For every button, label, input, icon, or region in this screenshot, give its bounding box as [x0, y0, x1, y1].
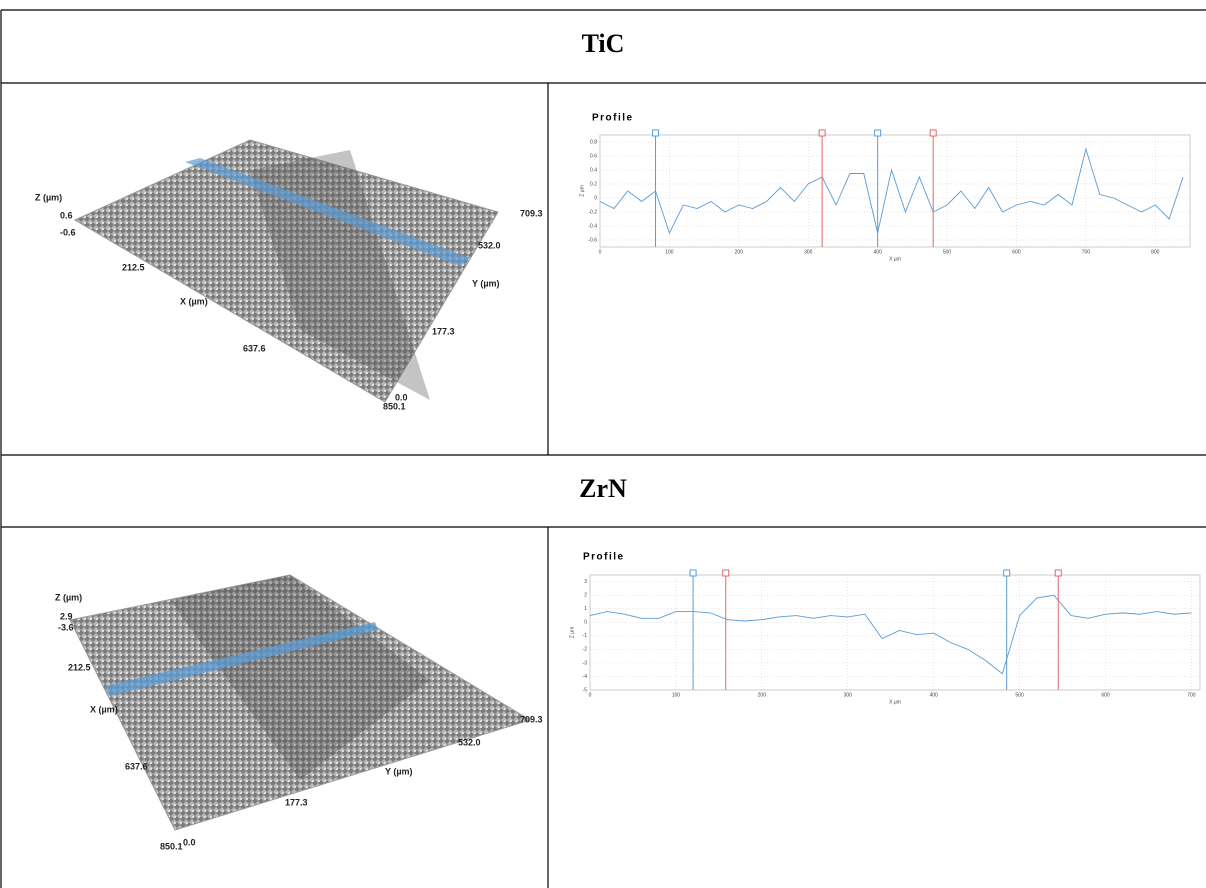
surface-label: Y (µm) — [385, 766, 413, 776]
surface-label: 850.1 — [160, 841, 183, 851]
surface-label: 2.9 — [60, 611, 73, 621]
x-tick-label: 300 — [844, 692, 853, 698]
plot-frame — [599, 134, 1191, 248]
section-title: TiC — [582, 29, 625, 58]
surface-label: 850.1 — [383, 401, 406, 411]
y-tick-label: -2 — [583, 647, 588, 653]
y-tick-label: 3 — [584, 579, 587, 585]
cursor-handle — [1054, 569, 1062, 577]
x-tick-label: 300 — [804, 249, 813, 255]
x-tick-label: 700 — [1187, 692, 1196, 698]
x-tick-label: 200 — [735, 249, 744, 255]
x-tick-label: 200 — [758, 692, 767, 698]
surface-label: Z (µm) — [55, 592, 82, 602]
x-tick-label: 500 — [1015, 692, 1024, 698]
surface-label: Y (µm) — [472, 278, 500, 288]
x-tick-label: 400 — [929, 692, 938, 698]
cursor-handle — [818, 129, 826, 137]
surface-label: 177.3 — [285, 797, 308, 807]
profile-line — [599, 147, 1184, 235]
cursor-handle — [1003, 569, 1011, 577]
cursor-handle — [689, 569, 697, 577]
surface-label: X (µm) — [90, 704, 118, 714]
surface-label: 532.0 — [478, 240, 501, 250]
y-tick-label: -1 — [583, 633, 588, 639]
surface-label: 0.6 — [60, 210, 73, 220]
x-tick-label: 400 — [873, 249, 882, 255]
section-title: ZrN — [579, 474, 627, 503]
y-tick-label: -0.2 — [588, 209, 597, 215]
surface-label: X (µm) — [180, 296, 208, 306]
x-tick-label: 600 — [1012, 249, 1021, 255]
x-tick-label: 600 — [1101, 692, 1110, 698]
surface-label: 532.0 — [458, 737, 481, 747]
surface-label: 637.6 — [243, 343, 266, 353]
y-tick-label: 0.8 — [590, 139, 597, 145]
cursor-handle — [874, 129, 882, 137]
surface-label: 0.0 — [395, 392, 408, 402]
surface-label: 177.3 — [432, 326, 455, 336]
tic-surface — [73, 139, 499, 403]
y-tick-label: 0.2 — [590, 181, 597, 187]
x-tick-label: 100 — [665, 249, 674, 255]
x-tick-label: 0 — [599, 249, 602, 255]
surface-label: 0.0 — [183, 837, 196, 847]
x-axis-label: X µm — [889, 699, 901, 705]
zrn-surface — [69, 574, 532, 831]
surface-label: 212.5 — [68, 662, 91, 672]
y-tick-label: 2 — [584, 593, 587, 599]
cursor-handle — [722, 569, 730, 577]
surface-label: 709.3 — [520, 714, 543, 724]
y-axis-label: Z µm — [569, 627, 575, 639]
surface-label: 709.3 — [520, 208, 543, 218]
profile-title: Profile — [583, 552, 625, 563]
surface-label: -3.6 — [58, 622, 74, 632]
y-tick-label: -0.4 — [588, 223, 597, 229]
y-tick-label: -5 — [583, 687, 588, 693]
surface-label: -0.6 — [60, 227, 76, 237]
y-tick-label: -3 — [583, 660, 588, 666]
surface-label: Z (µm) — [35, 192, 62, 202]
x-axis-label: X µm — [889, 256, 901, 262]
y-tick-label: 0 — [584, 620, 587, 626]
profile-line — [589, 594, 1192, 675]
x-tick-label: 500 — [943, 249, 952, 255]
y-tick-label: 0.4 — [590, 167, 597, 173]
x-tick-label: 800 — [1151, 249, 1160, 255]
x-tick-label: 0 — [589, 692, 592, 698]
cursor-handle — [929, 129, 937, 137]
cursor-handle — [652, 129, 660, 137]
y-axis-label: Z µm — [579, 185, 585, 197]
y-tick-label: 0 — [594, 195, 597, 201]
profile-title: Profile — [592, 113, 634, 124]
y-tick-label: -0.6 — [588, 237, 597, 243]
surface-label: 637.6 — [125, 761, 148, 771]
x-tick-label: 100 — [672, 692, 681, 698]
y-tick-label: 0.6 — [590, 153, 597, 159]
x-tick-label: 700 — [1082, 249, 1091, 255]
y-tick-label: 1 — [584, 606, 587, 612]
y-tick-label: -4 — [583, 674, 588, 680]
table-borders — [0, 9, 1206, 888]
surface-label: 212.5 — [122, 262, 145, 272]
